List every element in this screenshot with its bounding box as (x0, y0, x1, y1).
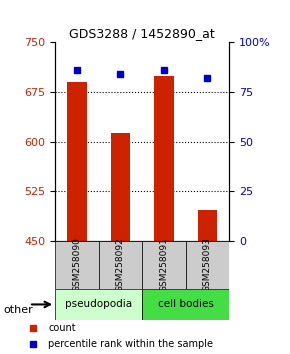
FancyBboxPatch shape (142, 289, 229, 320)
Text: GSM258092: GSM258092 (116, 237, 125, 292)
FancyBboxPatch shape (55, 289, 142, 320)
Bar (154, 75, 174, 241)
Text: GSM258093: GSM258093 (203, 237, 212, 292)
Text: pseudopodia: pseudopodia (65, 299, 132, 309)
Text: other: other (3, 305, 33, 315)
Bar (197, 210, 217, 241)
FancyBboxPatch shape (186, 241, 229, 289)
Text: GSM258091: GSM258091 (159, 237, 168, 292)
Text: GSM258090: GSM258090 (72, 237, 81, 292)
Bar (67, 82, 87, 241)
FancyBboxPatch shape (55, 241, 99, 289)
Title: GDS3288 / 1452890_at: GDS3288 / 1452890_at (69, 27, 215, 40)
FancyBboxPatch shape (99, 241, 142, 289)
Text: cell bodies: cell bodies (158, 299, 213, 309)
Text: count: count (48, 323, 76, 333)
Text: percentile rank within the sample: percentile rank within the sample (48, 339, 213, 349)
Bar (110, 133, 130, 241)
FancyBboxPatch shape (142, 241, 186, 289)
